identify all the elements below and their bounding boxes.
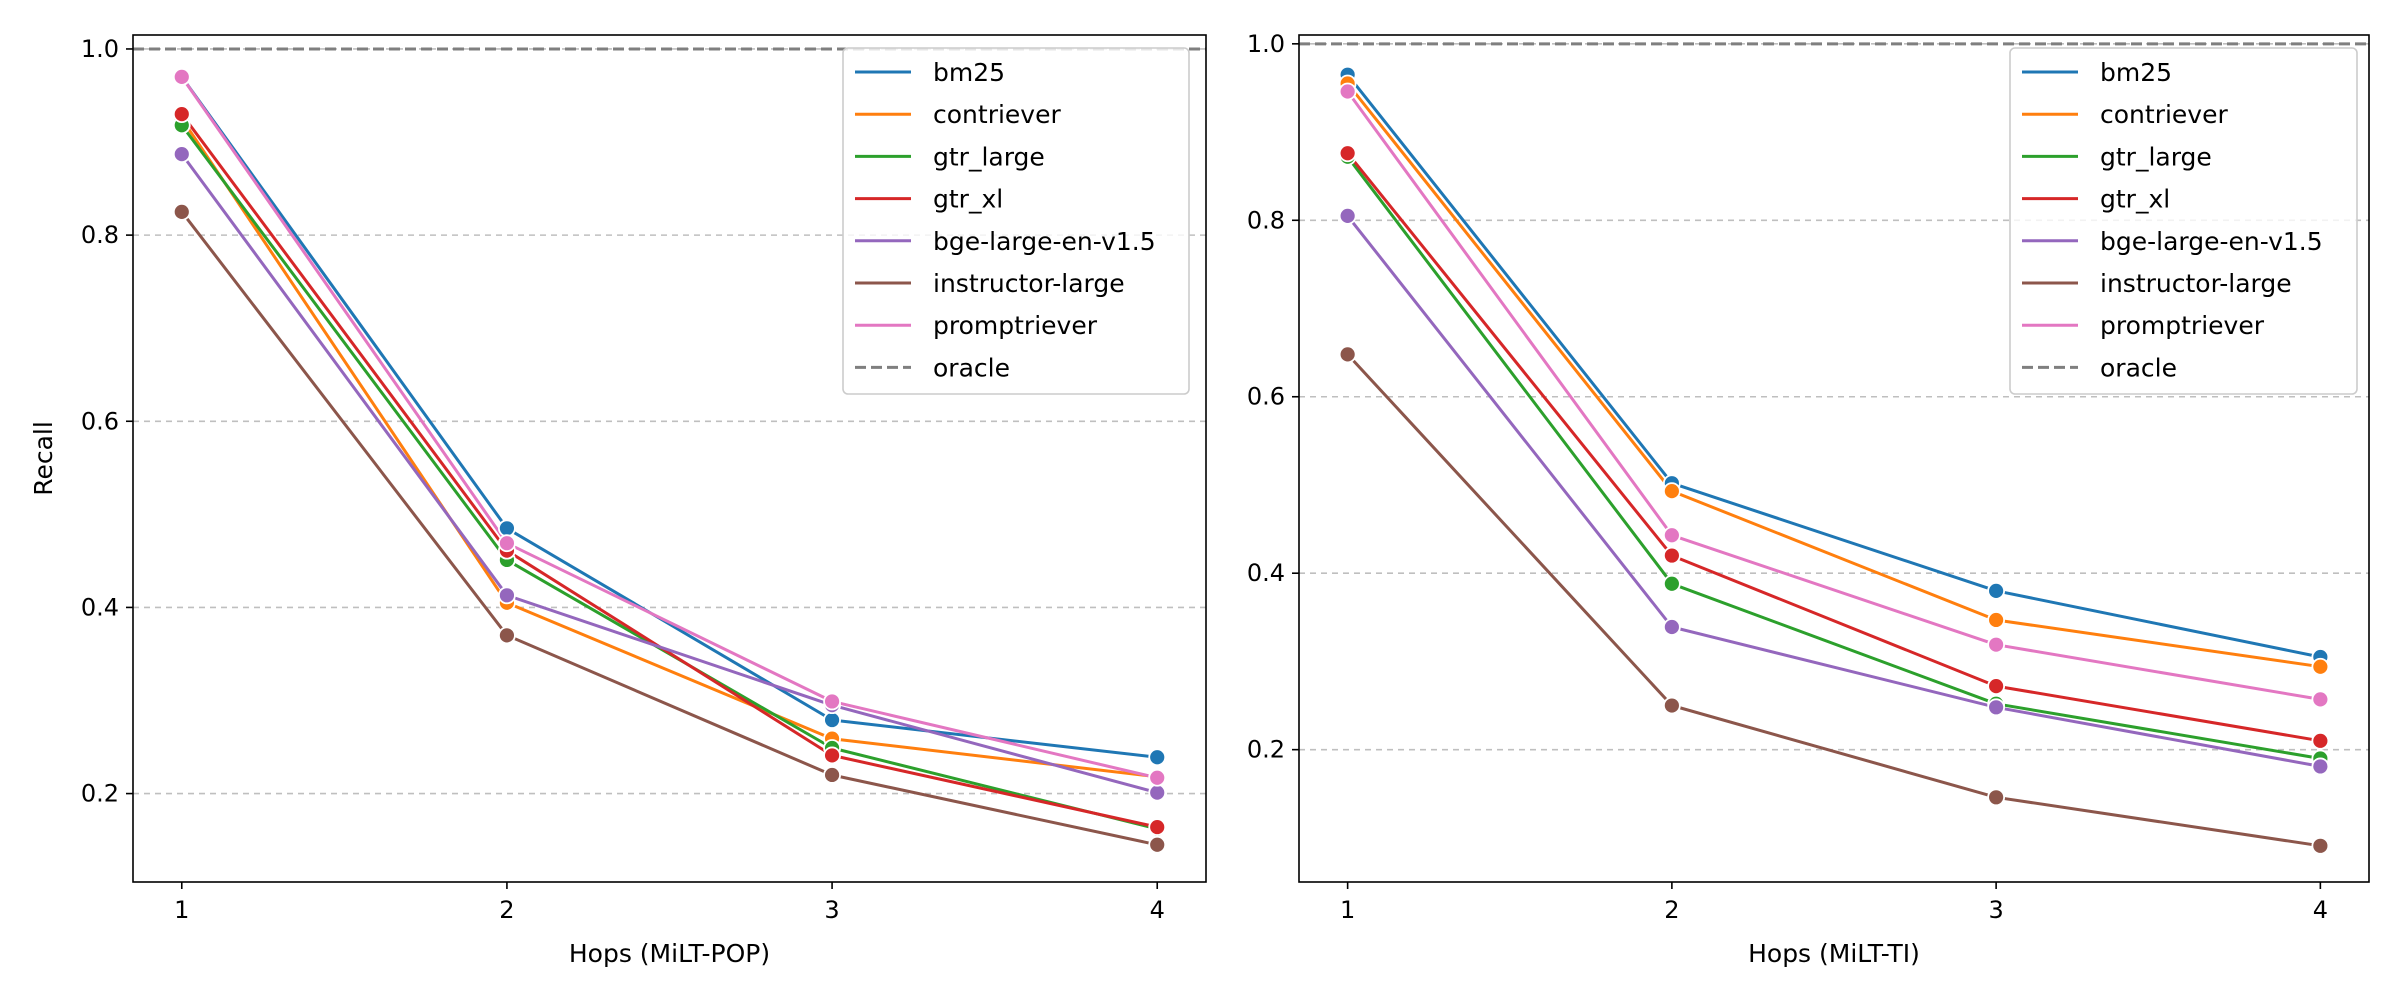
data-point-bm25: [823, 711, 841, 729]
data-point-gtr_xl: [1148, 818, 1167, 836]
x-tick-label: 3: [1988, 896, 2003, 924]
series-line-bge-large-en-v1.5: [1346, 214, 2321, 768]
legend-label-instructor-large: instructor-large: [2100, 269, 2292, 298]
legend-label-promptriever: promptriever: [933, 311, 1098, 340]
legend-label-bm25: bm25: [2100, 58, 2172, 87]
data-point-gtr_xl: [1338, 144, 1357, 163]
data-point-gtr_large: [1662, 574, 1681, 593]
legend-label-gtr_xl: gtr_xl: [933, 185, 1003, 214]
data-point-gtr_xl: [172, 105, 191, 124]
data-point-promptriever: [2311, 690, 2330, 709]
data-point-instructor-large: [172, 202, 191, 221]
chart-panel-1: 0.2 0.4 0.6 0.8 1.0 1 2 3 4 Hops (MiLT-POP) Recall…: [29, 34, 1207, 968]
legend: bm25 contriever gtr_large gtr_xl bge-large-e…: [2009, 47, 2358, 395]
data-point-bge-large-en-v1.5: [1987, 698, 2006, 717]
data-point-bm25: [498, 519, 516, 538]
x-tick-label: 2: [499, 896, 514, 924]
data-point-instructor-large: [823, 766, 841, 784]
legend-box: [842, 47, 1190, 395]
data-point-promptriever: [172, 67, 191, 86]
y-tick-label: 0.8: [1247, 206, 1285, 234]
chart-panel-2: 0.2 0.4 0.6 0.8 1.0 1 2 3 4 Hops (MiLT-TI) bm25 con…: [1247, 30, 2370, 968]
series-line-contriever: [180, 117, 1158, 779]
series-line-gtr_xl: [1346, 152, 2321, 743]
legend-label-oracle: oracle: [2100, 353, 2177, 382]
data-point-bge-large-en-v1.5: [1148, 783, 1167, 802]
x-tick-label: 4: [2313, 896, 2328, 924]
data-point-instructor-large: [1987, 788, 2006, 807]
data-point-promptriever: [823, 692, 841, 711]
x-axis-label: Hops (MiLT-TI): [1748, 939, 1920, 968]
legend-label-contriever: contriever: [2100, 100, 2228, 129]
data-point-contriever: [2311, 657, 2330, 676]
data-point-contriever: [1987, 611, 2006, 629]
data-point-bm25: [1148, 748, 1167, 767]
data-point-instructor-large: [2311, 836, 2330, 855]
x-tick-label: 4: [1150, 896, 1165, 924]
legend-label-oracle: oracle: [933, 353, 1010, 382]
series-line-promptriever: [1346, 90, 2321, 701]
x-axis-label: Hops (MiLT-POP): [569, 939, 770, 968]
data-point-promptriever: [1662, 526, 1681, 545]
legend-label-gtr_xl: gtr_xl: [2100, 185, 2170, 214]
legend-label-bm25: bm25: [933, 58, 1005, 87]
data-point-promptriever: [1987, 635, 2006, 654]
y-tick-label: 0.6: [81, 407, 119, 435]
legend-label-contriever: contriever: [933, 100, 1061, 129]
data-point-bge-large-en-v1.5: [2311, 757, 2330, 776]
data-point-promptriever: [498, 534, 516, 553]
legend-box: [2009, 47, 2358, 395]
data-point-promptriever: [1338, 82, 1357, 101]
y-tick-label: 0.4: [1247, 559, 1285, 587]
x-tick-label: 1: [1340, 896, 1355, 924]
x-tick-label: 2: [1664, 896, 1679, 924]
data-point-instructor-large: [1662, 696, 1681, 715]
series-line-gtr_xl: [180, 113, 1158, 829]
series-line-instructor-large: [1346, 353, 2321, 848]
y-tick-label: 1.0: [1247, 30, 1285, 58]
y-tick-label: 1.0: [81, 35, 119, 63]
legend-label-instructor-large: instructor-large: [933, 269, 1125, 298]
series-line-promptriever: [180, 76, 1158, 780]
series-line-gtr_large: [1346, 155, 2321, 760]
data-point-gtr_xl: [1662, 546, 1681, 565]
data-point-promptriever: [1148, 768, 1167, 787]
series-line-bm25: [1346, 73, 2321, 659]
legend-label-bge-large-en-v1.5: bge-large-en-v1.5: [2100, 227, 2323, 256]
axes-frame: [132, 34, 1207, 883]
legend-label-gtr_large: gtr_large: [933, 142, 1045, 171]
x-tick-label: 3: [824, 896, 839, 924]
data-point-bm25: [1987, 581, 2006, 600]
series-line-contriever: [1346, 82, 2321, 669]
data-point-gtr_xl: [1987, 677, 2006, 696]
legend: bm25 contriever gtr_large gtr_xl bge-large-e…: [842, 47, 1190, 395]
data-point-instructor-large: [1148, 835, 1167, 854]
data-point-gtr_xl: [823, 746, 841, 765]
data-point-bge-large-en-v1.5: [172, 145, 191, 164]
series-line-instructor-large: [180, 210, 1158, 847]
legend-label-gtr_large: gtr_large: [2100, 142, 2212, 171]
legend-label-promptriever: promptriever: [2100, 311, 2265, 340]
y-tick-label: 0.4: [81, 593, 119, 621]
y-tick-label: 0.8: [81, 221, 119, 249]
y-axis-label: Recall: [29, 421, 58, 496]
data-point-contriever: [1662, 482, 1681, 501]
y-tick-label: 0.2: [1247, 736, 1285, 764]
x-tick-label: 1: [174, 896, 189, 924]
y-tick-label: 0.6: [1247, 383, 1285, 411]
axes-frame: [1298, 34, 2370, 883]
legend-label-bge-large-en-v1.5: bge-large-en-v1.5: [933, 227, 1156, 256]
y-tick-label: 0.2: [81, 780, 119, 808]
data-point-instructor-large: [1338, 345, 1357, 364]
data-point-bge-large-en-v1.5: [498, 586, 516, 605]
data-point-instructor-large: [498, 626, 516, 645]
series-line-bge-large-en-v1.5: [180, 153, 1158, 795]
data-point-bge-large-en-v1.5: [1338, 206, 1357, 225]
data-point-bge-large-en-v1.5: [1662, 618, 1681, 636]
data-point-gtr_xl: [2311, 731, 2330, 750]
